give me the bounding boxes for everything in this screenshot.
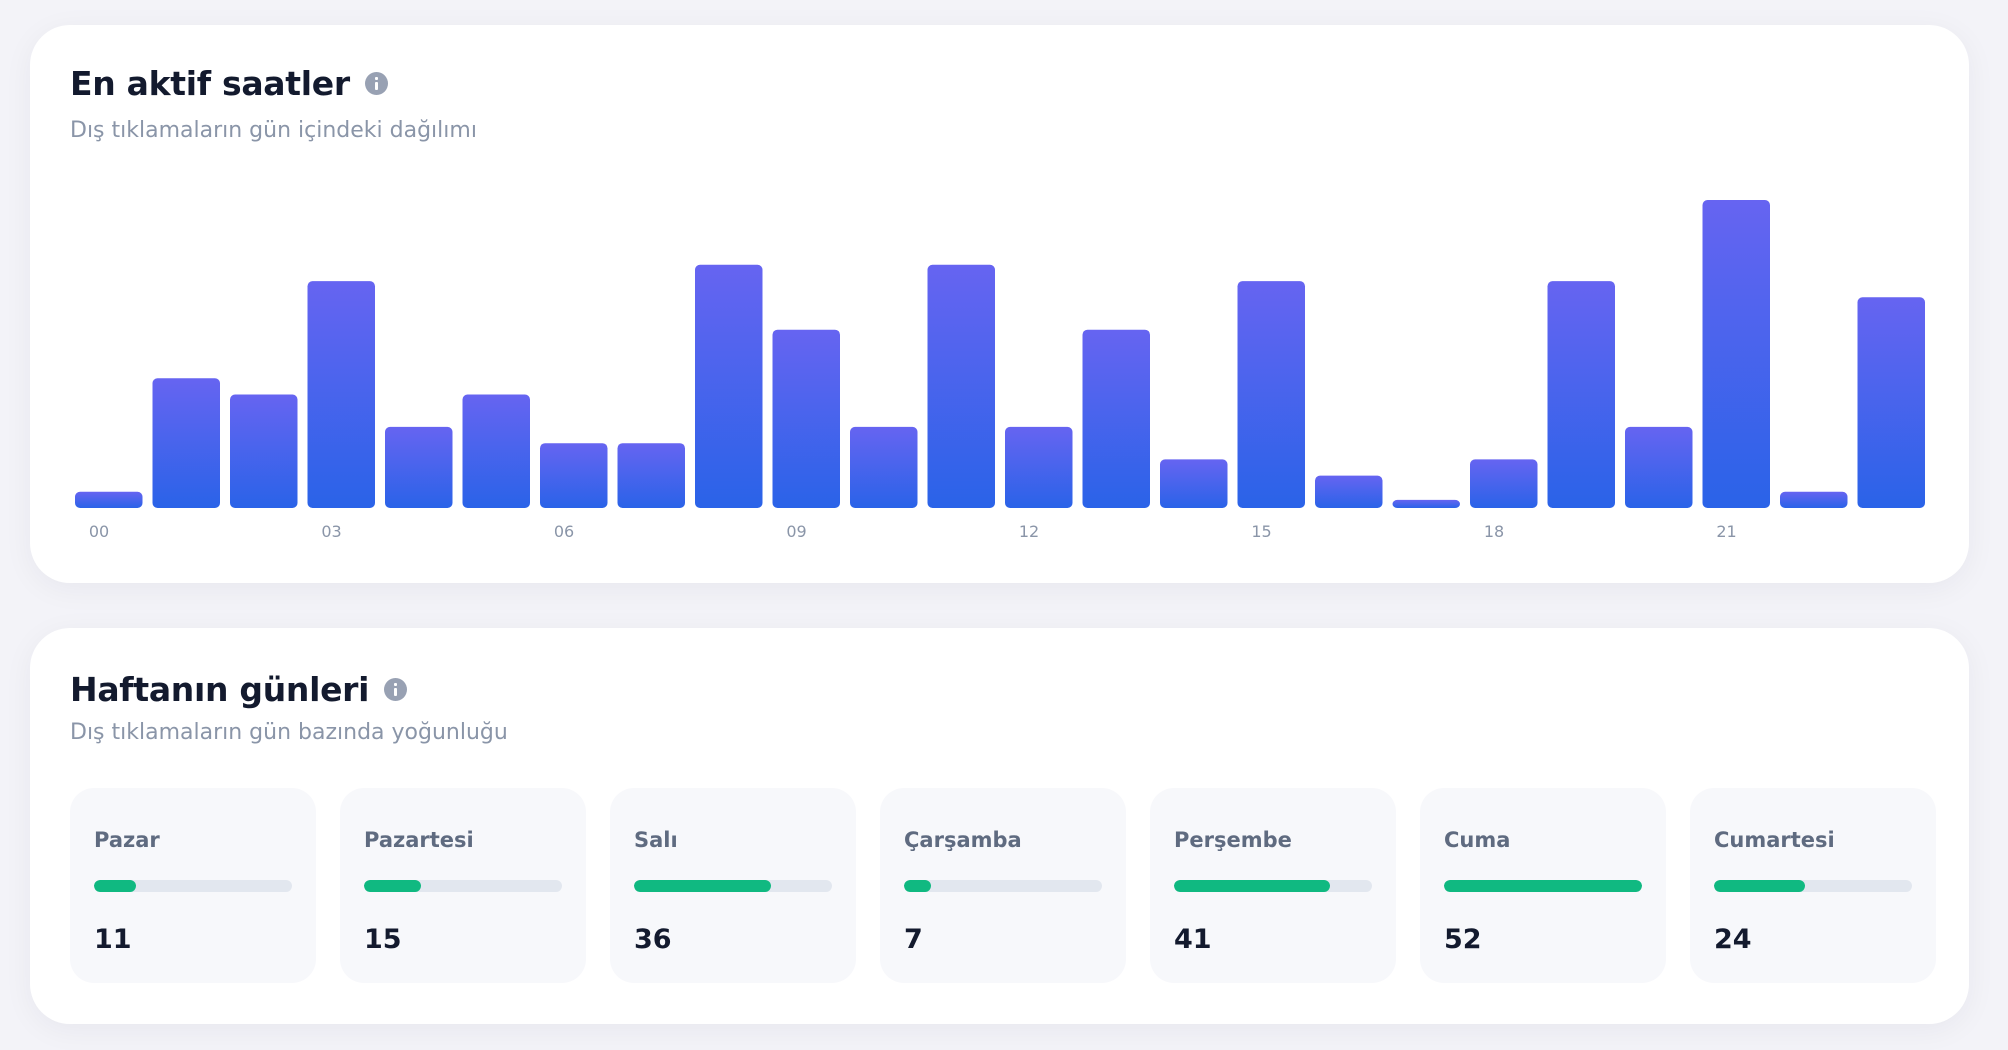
- weekday-name: Cuma: [1444, 828, 1511, 852]
- weekday-value: 7: [904, 924, 923, 955]
- weekday-progress-track: [1714, 880, 1912, 892]
- x-tick-label: 15: [1251, 522, 1271, 541]
- hour-bar-18[interactable]: [1470, 459, 1538, 508]
- weekday-name: Cumartesi: [1714, 828, 1835, 852]
- hour-bar-11[interactable]: [927, 264, 996, 508]
- x-tick-label: 21: [1716, 522, 1736, 541]
- weekday-progress-fill: [1714, 880, 1806, 892]
- weekday-item: Pazar 11: [70, 788, 316, 983]
- weekday-value: 24: [1714, 924, 1752, 955]
- hours-subtitle: Dış tıklamaların gün içindeki dağılımı: [70, 118, 477, 143]
- weekday-value: 41: [1174, 924, 1212, 955]
- hour-bar-07[interactable]: [617, 443, 686, 508]
- hour-bar-15[interactable]: [1237, 281, 1306, 508]
- hour-bar-06[interactable]: [540, 443, 608, 508]
- hours-title-row: En aktif saatler: [70, 64, 388, 103]
- hour-bar-08[interactable]: [695, 264, 763, 508]
- hour-bar-23[interactable]: [1857, 297, 1926, 508]
- weekday-progress-track: [634, 880, 832, 892]
- hour-bar-09[interactable]: [772, 329, 841, 508]
- weekday-name: Pazar: [94, 828, 160, 852]
- weekday-progress-fill: [634, 880, 772, 892]
- weekday-progress-fill: [904, 880, 931, 892]
- hour-bar-04[interactable]: [385, 426, 453, 508]
- weekday-progress-track: [94, 880, 292, 892]
- hourly-bar-chart: 00 03 06 09 12 15 18 21: [75, 200, 1926, 541]
- weekday-progress-track: [1174, 880, 1372, 892]
- weekday-name: Perşembe: [1174, 828, 1292, 852]
- weekday-progress-fill: [1444, 880, 1642, 892]
- weekday-card: Haftanın günleri Dış tıklamaların gün ba…: [30, 628, 1969, 1024]
- weekday-value: 36: [634, 924, 672, 955]
- hour-bar-22[interactable]: [1780, 491, 1848, 508]
- weekday-progress-track: [364, 880, 562, 892]
- weekday-item: Çarşamba 7: [880, 788, 1126, 983]
- weekday-value: 52: [1444, 924, 1482, 955]
- hour-bar-10[interactable]: [850, 426, 918, 508]
- weekday-progress-fill: [1174, 880, 1331, 892]
- weekday-item: Perşembe 41: [1150, 788, 1396, 983]
- x-tick-label: 18: [1484, 522, 1504, 541]
- weekday-list: Pazar 11 Pazartesi 15 Salı 36 Çarşamba 7 Perşemb…: [70, 788, 1936, 983]
- hour-bar-21[interactable]: [1702, 200, 1771, 508]
- hour-bar-16[interactable]: [1315, 475, 1383, 508]
- weekday-name: Salı: [634, 828, 678, 852]
- weekday-progress-fill: [94, 880, 136, 892]
- hour-bar-00[interactable]: [75, 491, 143, 508]
- days-title: Haftanın günleri: [70, 670, 370, 709]
- hour-bar-12[interactable]: [1005, 426, 1073, 508]
- days-subtitle: Dış tıklamaların gün bazında yoğunluğu: [70, 720, 508, 745]
- hour-bar-19[interactable]: [1547, 281, 1616, 508]
- weekday-name: Pazartesi: [364, 828, 474, 852]
- weekday-value: 11: [94, 924, 132, 955]
- hour-bar-13[interactable]: [1082, 329, 1151, 508]
- weekday-item: Cuma 52: [1420, 788, 1666, 983]
- x-tick-label: 06: [554, 522, 574, 541]
- x-tick-label: 00: [89, 522, 109, 541]
- weekday-name: Çarşamba: [904, 828, 1022, 852]
- hour-bar-03[interactable]: [307, 281, 376, 508]
- weekday-item: Salı 36: [610, 788, 856, 983]
- weekday-progress-track: [1444, 880, 1642, 892]
- hourly-activity-card: En aktif saatler Dış tıklamaların gün iç…: [30, 25, 1969, 583]
- info-icon[interactable]: [364, 72, 388, 95]
- hours-title: En aktif saatler: [70, 64, 350, 103]
- hour-bar-02[interactable]: [230, 394, 298, 509]
- hour-bar-17[interactable]: [1392, 499, 1461, 508]
- x-tick-label: 09: [786, 522, 806, 541]
- hour-bar-05[interactable]: [462, 394, 531, 509]
- weekday-progress-track: [904, 880, 1102, 892]
- info-icon[interactable]: [384, 678, 408, 701]
- hour-bar-14[interactable]: [1160, 459, 1228, 508]
- weekday-item: Cumartesi 24: [1690, 788, 1936, 983]
- days-title-row: Haftanın günleri: [70, 670, 408, 709]
- x-tick-label: 12: [1019, 522, 1039, 541]
- x-tick-label: 03: [321, 522, 341, 541]
- hour-bar-01[interactable]: [152, 378, 221, 508]
- weekday-item: Pazartesi 15: [340, 788, 586, 983]
- weekday-value: 15: [364, 924, 402, 955]
- weekday-progress-fill: [364, 880, 422, 892]
- hour-bar-20[interactable]: [1625, 426, 1693, 508]
